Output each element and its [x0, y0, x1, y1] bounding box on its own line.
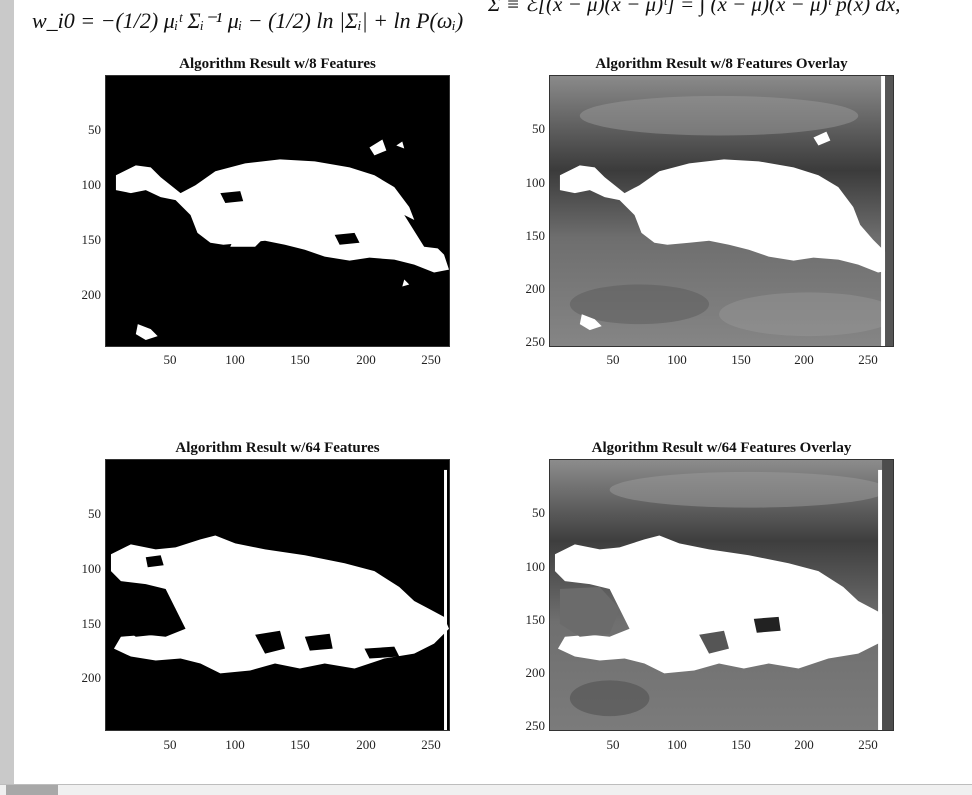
xtick: 250 [421, 737, 441, 752]
xtick: 200 [356, 737, 376, 752]
segmentation-mask-8 [106, 76, 449, 346]
ytick: 250 [525, 718, 546, 733]
horizontal-scrollbar[interactable] [0, 784, 972, 795]
ytick: 50 [88, 122, 101, 137]
plot-title-64-features-overlay: Algorithm Result w/64 Features Overlay [591, 440, 852, 456]
plot-title-8-features-overlay: Algorithm Result w/8 Features Overlay [595, 56, 848, 72]
plot-title-64-features: Algorithm Result w/64 Features [175, 440, 380, 456]
xtick: 100 [225, 352, 245, 367]
equation-covariance: Σ ≡ ℰ[(x − μ)(x − μ)ᵗ] = ∫ (x − μ)(x − μ… [488, 0, 901, 16]
ytick: 200 [81, 287, 102, 302]
plot-image-8-features-overlay [549, 75, 894, 347]
xtick: 250 [858, 352, 878, 367]
ytick: 50 [88, 506, 101, 521]
plot-image-64-features [105, 459, 450, 731]
xtick: 100 [667, 737, 687, 752]
xtick: 200 [794, 352, 814, 367]
xtick: 100 [667, 352, 687, 367]
ytick: 100 [81, 177, 102, 192]
xtick: 150 [731, 737, 751, 752]
ytick: 150 [525, 612, 546, 627]
ytick: 100 [525, 175, 546, 190]
left-margin-strip [0, 0, 14, 795]
xtick: 250 [858, 737, 878, 752]
ytick: 50 [532, 121, 545, 136]
xtick: 50 [163, 352, 177, 367]
xtick: 200 [794, 737, 814, 752]
ytick: 150 [81, 616, 102, 631]
xtick: 150 [290, 737, 310, 752]
ytick: 200 [525, 665, 546, 680]
segmentation-mask-64 [106, 460, 449, 730]
xtick: 250 [421, 352, 441, 367]
xtick: 150 [731, 352, 751, 367]
plot-image-8-features [105, 75, 450, 347]
xtick: 50 [606, 737, 620, 752]
overlay-image-8 [550, 76, 893, 346]
xtick: 50 [606, 352, 620, 367]
ytick: 200 [525, 281, 546, 296]
ytick: 150 [525, 228, 546, 243]
equation-line: w_i0 = −(1/2) μᵢᵗ Σᵢ⁻¹ μᵢ − (1/2) ln |Σᵢ… [32, 0, 972, 40]
xtick: 100 [225, 737, 245, 752]
ytick: 150 [81, 232, 102, 247]
ytick: 200 [81, 670, 102, 685]
ytick: 100 [525, 559, 546, 574]
xtick: 150 [290, 352, 310, 367]
ytick: 50 [532, 505, 545, 520]
ytick: 100 [81, 561, 102, 576]
scrollbar-thumb[interactable] [6, 785, 58, 795]
xtick: 50 [163, 737, 177, 752]
xtick: 200 [356, 352, 376, 367]
equation-discriminant: w_i0 = −(1/2) μᵢᵗ Σᵢ⁻¹ μᵢ − (1/2) ln |Σᵢ… [32, 8, 464, 33]
overlay-image-64 [550, 460, 893, 730]
plot-image-64-features-overlay [549, 459, 894, 731]
plot-title-8-features: Algorithm Result w/8 Features [179, 56, 376, 72]
document-page: w_i0 = −(1/2) μᵢᵗ Σᵢ⁻¹ μᵢ − (1/2) ln |Σᵢ… [14, 0, 972, 784]
ytick: 250 [525, 334, 546, 349]
